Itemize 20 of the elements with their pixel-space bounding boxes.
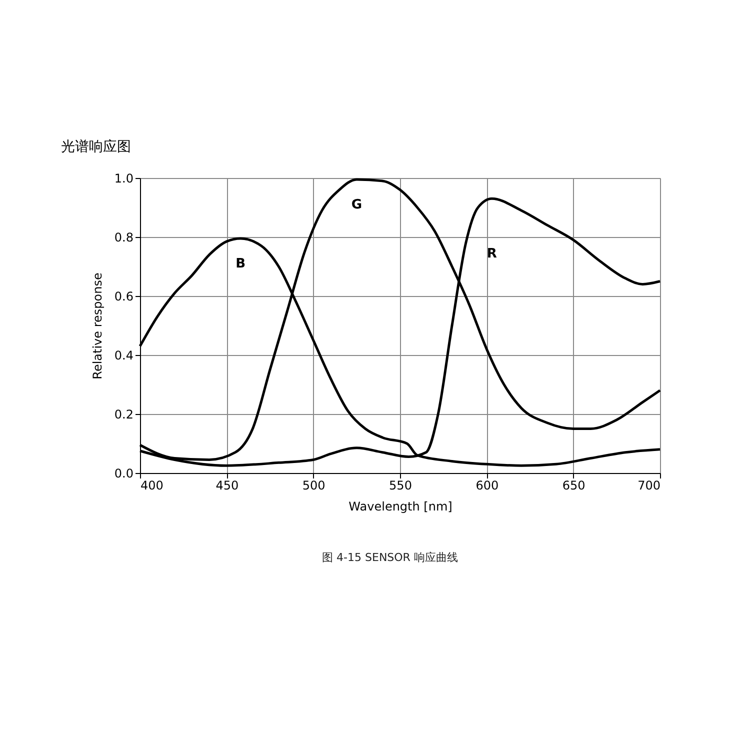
x-tick-label: 550 xyxy=(389,478,412,492)
series-label: G xyxy=(351,197,362,212)
x-tick-label: 450 xyxy=(216,478,239,492)
y-tick-label: 1.0 xyxy=(114,172,134,186)
x-axis-title: Wavelength [nm] xyxy=(348,500,452,514)
x-tick-label: 500 xyxy=(302,478,326,492)
chart-title: 光谱响应图 xyxy=(60,139,131,155)
caption: 图 4-15 SENSOR 响应曲线 xyxy=(322,551,458,564)
y-tick-label: 0.8 xyxy=(114,230,134,244)
y-tick-label: 0.0 xyxy=(114,466,134,480)
x-tick-label: 600 xyxy=(476,478,499,492)
y-axis-title: Relative response xyxy=(90,272,104,380)
y-tick-label: 0.2 xyxy=(114,408,134,422)
x-tick-label: 700 xyxy=(638,478,660,492)
y-tick-label: 0.6 xyxy=(114,290,134,304)
series-label: R xyxy=(486,246,497,262)
x-tick-label: 400 xyxy=(140,478,164,492)
x-tick-label: 650 xyxy=(562,478,586,492)
y-tick-label: 0.4 xyxy=(114,348,134,362)
series-label: B xyxy=(236,256,246,272)
